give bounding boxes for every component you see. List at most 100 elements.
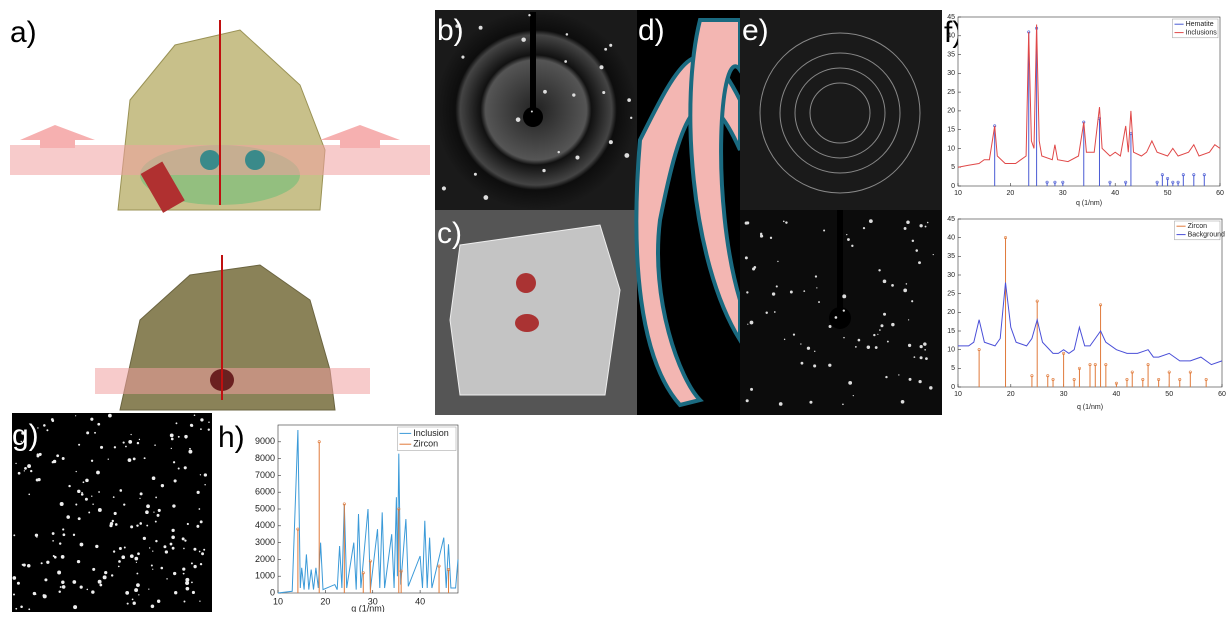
spot (183, 548, 185, 550)
spot (750, 388, 753, 391)
spot (200, 428, 202, 430)
spot (98, 491, 100, 493)
legend-label: Zircon (1188, 223, 1208, 230)
y-tick-label: 15 (947, 328, 955, 335)
spot (924, 349, 926, 351)
spot (869, 219, 873, 223)
spot (78, 517, 81, 520)
spot (27, 464, 31, 468)
y-tick-label: 0 (951, 183, 955, 190)
spot (62, 585, 66, 589)
plot-frame (958, 219, 1222, 387)
spot (91, 460, 93, 462)
spot (59, 542, 61, 544)
spot (855, 346, 857, 348)
spot (814, 351, 815, 352)
spot (113, 496, 115, 498)
spot (62, 528, 64, 530)
beamstop (837, 210, 843, 310)
spot (119, 489, 122, 492)
spot (121, 555, 125, 559)
spot (157, 600, 160, 603)
spot (171, 529, 174, 532)
spot (193, 565, 196, 568)
y-tick-label: 40 (947, 235, 955, 242)
spot (133, 457, 136, 460)
spot (100, 446, 103, 449)
spot (925, 357, 928, 360)
spot (842, 403, 844, 405)
x-tick-label: 10 (954, 391, 962, 398)
spot (146, 525, 148, 527)
y-tick-label: 5 (951, 365, 955, 372)
spot (128, 458, 132, 462)
x-tick-label: 30 (1060, 391, 1068, 398)
panel-label: e) (742, 14, 769, 47)
spot (542, 169, 545, 172)
y-tick-label: 25 (947, 89, 955, 96)
y-tick-label: 45 (947, 216, 955, 223)
spot (891, 284, 894, 287)
spot (920, 356, 923, 359)
y-tick-label: 10 (947, 347, 955, 354)
spot (68, 485, 70, 487)
spot (60, 586, 62, 588)
spot (98, 508, 102, 512)
spot (155, 521, 157, 523)
spot (113, 550, 115, 552)
spot (73, 605, 77, 609)
spot (204, 473, 207, 476)
spot (132, 599, 134, 601)
spot (774, 311, 776, 313)
spot (130, 554, 134, 558)
y-tick-label: 3000 (255, 537, 275, 547)
spot (815, 275, 817, 277)
spot (63, 533, 66, 536)
spot (200, 563, 202, 565)
spot (143, 537, 146, 540)
spot (114, 446, 116, 448)
spot (140, 492, 143, 495)
spot (56, 454, 59, 457)
spot (136, 573, 138, 575)
spot (108, 459, 109, 460)
legend-label: Zircon (413, 439, 438, 449)
spot (516, 117, 521, 122)
spot (801, 362, 804, 365)
spot (879, 329, 881, 331)
spot-pattern (12, 413, 212, 612)
spot (81, 492, 83, 494)
spot (94, 432, 96, 434)
spot (172, 547, 175, 550)
spot (112, 520, 114, 522)
y-tick-label: 9000 (255, 436, 275, 446)
legend-label: Inclusions (1186, 29, 1218, 36)
spot (46, 561, 49, 564)
spot (148, 588, 149, 589)
spot (139, 498, 140, 499)
spot (161, 484, 164, 487)
spot (130, 525, 133, 528)
spot (130, 434, 131, 435)
spot (12, 576, 16, 580)
spot (134, 557, 138, 561)
spot (609, 140, 613, 144)
y-tick-label: 30 (947, 70, 955, 77)
x-tick-label: 50 (1165, 391, 1173, 398)
y-tick-label: 35 (947, 51, 955, 58)
spot (843, 309, 845, 311)
spot (174, 591, 177, 594)
spot (835, 316, 838, 319)
spot (915, 249, 918, 252)
spot (85, 479, 89, 483)
spot (163, 545, 166, 548)
inclusion (516, 273, 536, 293)
spot (750, 321, 754, 325)
spot (189, 448, 191, 450)
spot (185, 437, 187, 439)
spot (178, 436, 180, 438)
spot (203, 549, 205, 551)
spot (108, 414, 112, 418)
spot (35, 534, 38, 537)
spot (172, 504, 175, 507)
